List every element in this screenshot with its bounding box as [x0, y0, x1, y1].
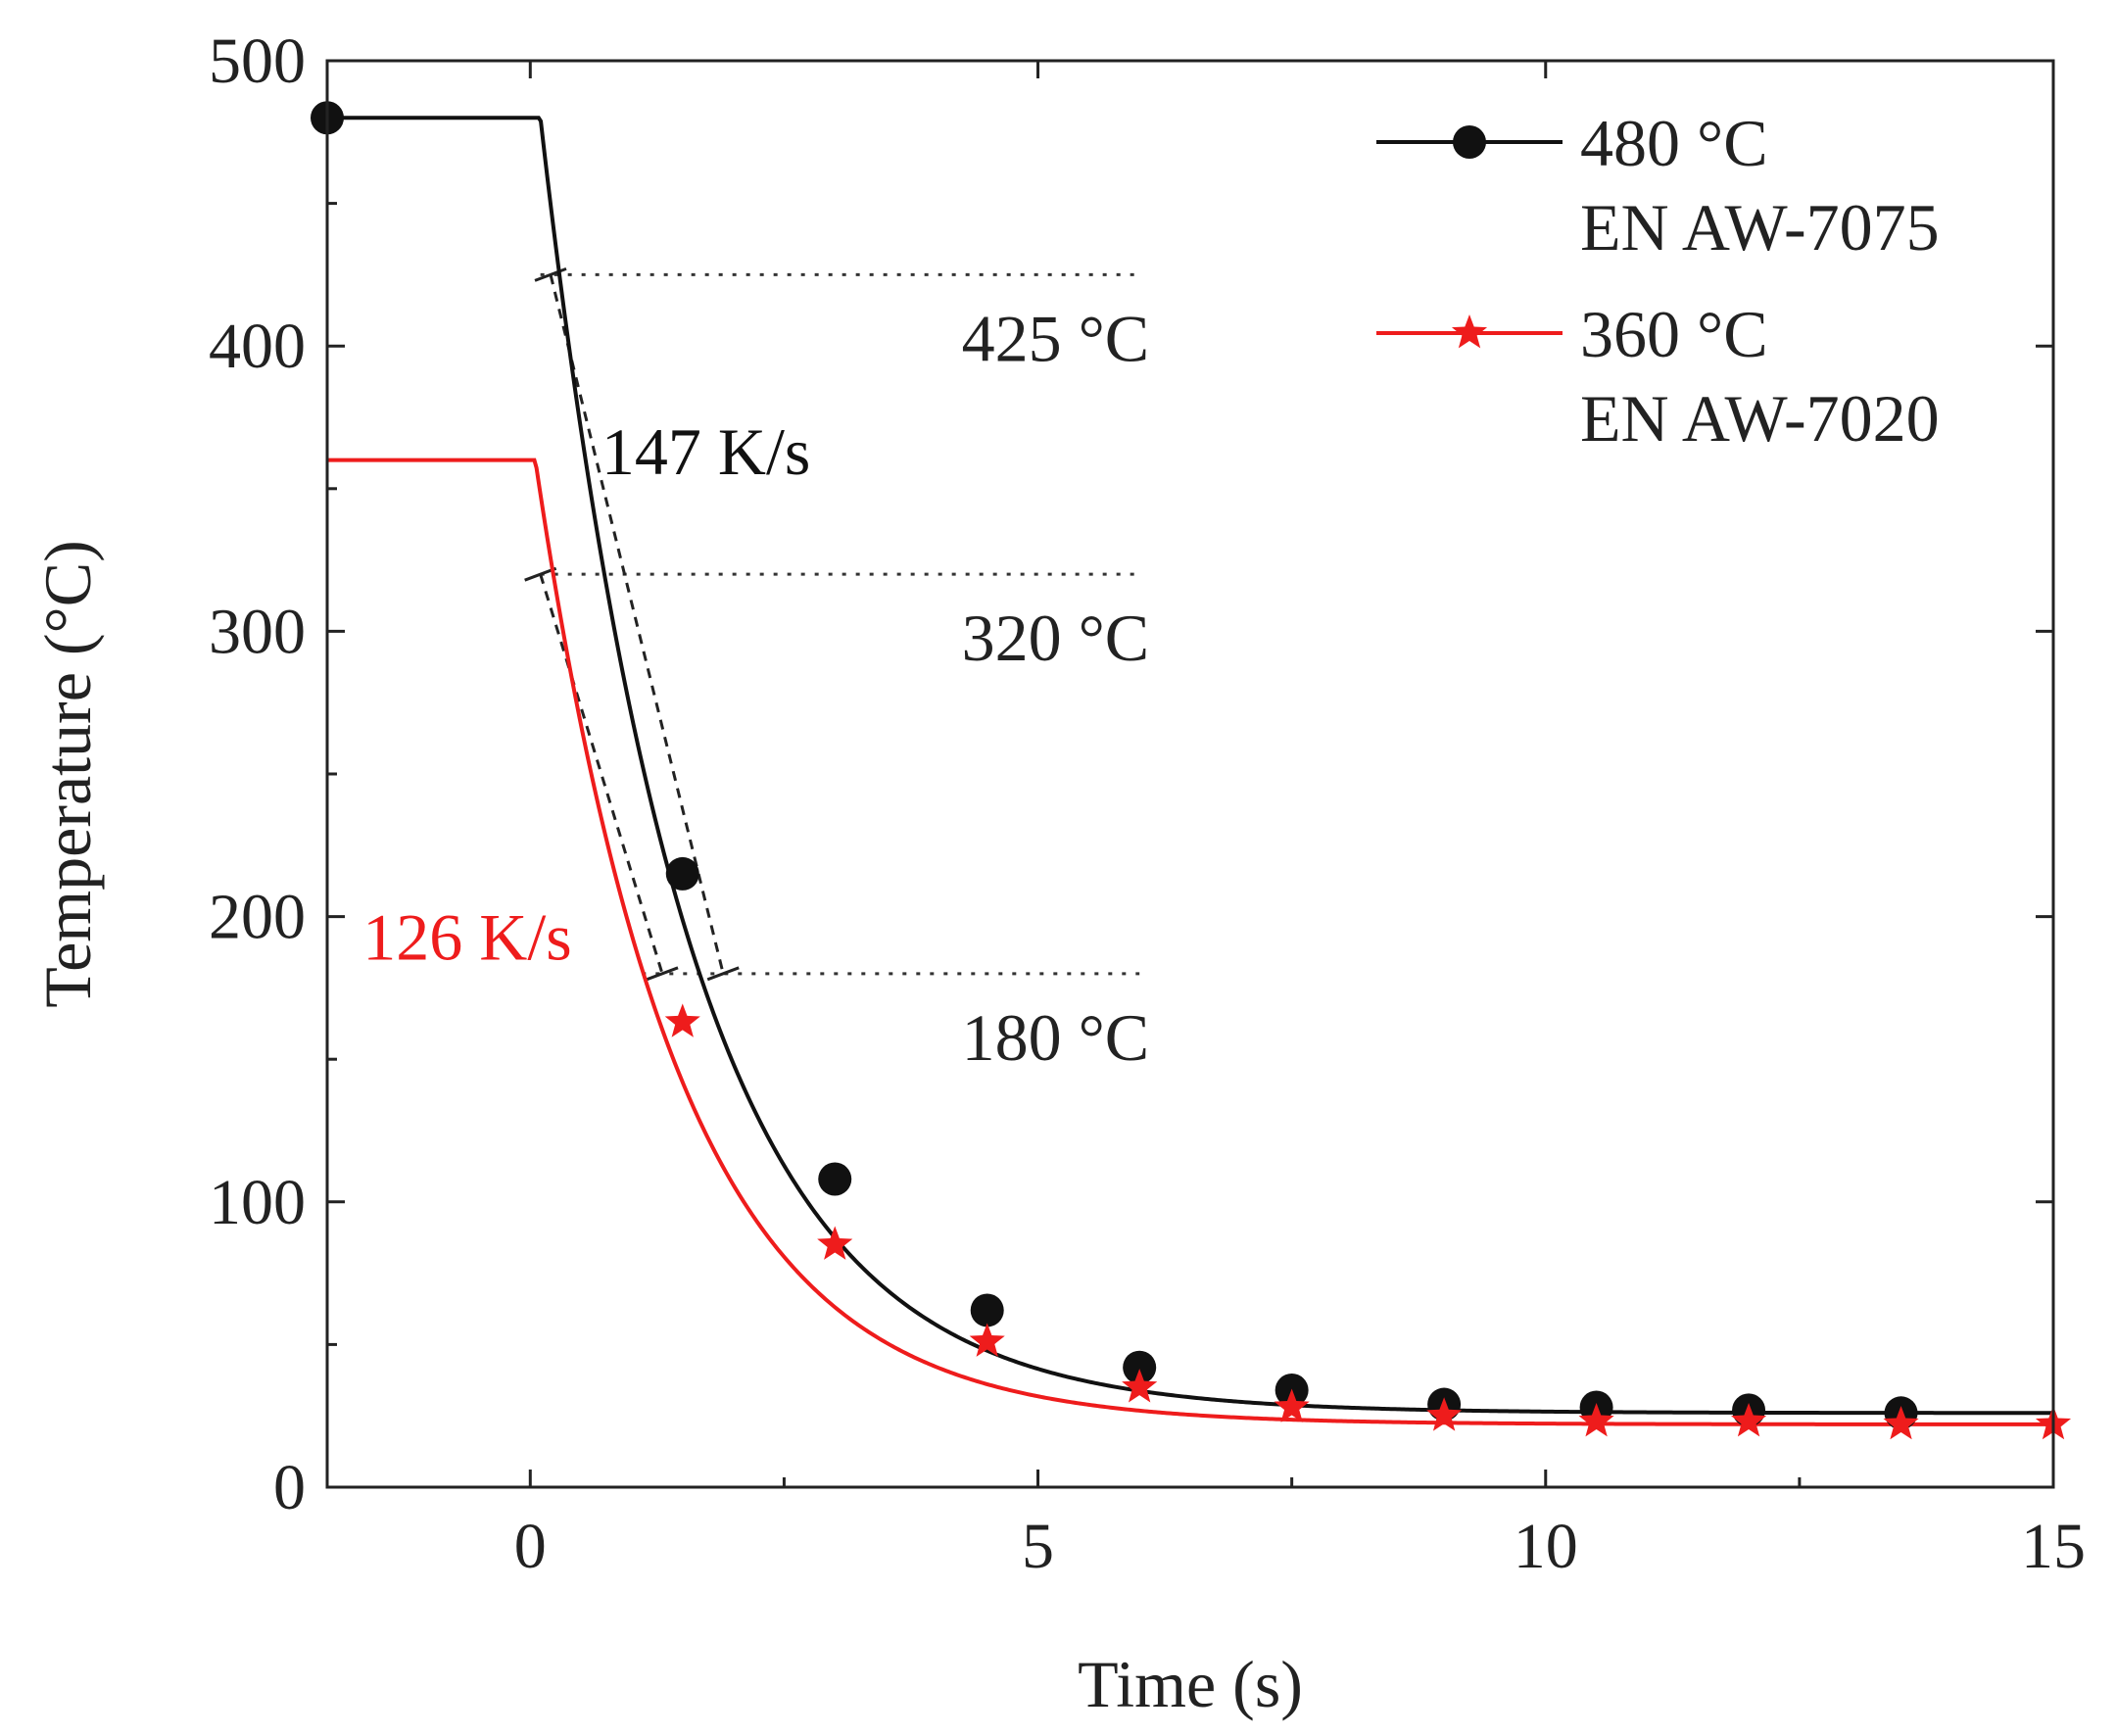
slope-label-7075: 147 K/s	[601, 414, 810, 489]
y-tick-label: 300	[209, 596, 306, 667]
series-line-1	[327, 458, 2053, 1426]
legend-marker-star	[1451, 314, 1488, 349]
data-point-star	[817, 1226, 853, 1260]
data-point-star	[664, 1003, 700, 1037]
data-point-star	[1426, 1397, 1463, 1431]
y-tick-label: 100	[209, 1167, 306, 1238]
reference-label-425: 425 °C	[962, 301, 1150, 375]
x-tick-label: 15	[2021, 1511, 2086, 1582]
y-tick-label: 500	[209, 25, 306, 97]
slope-line-0	[549, 274, 725, 975]
plot-frame	[325, 59, 2055, 1489]
legend-alloy-7075: EN AW-7075	[1580, 190, 1940, 265]
legend-label-360: 360 °C	[1580, 297, 1768, 371]
data-point-star	[969, 1323, 1005, 1357]
legend: 480 °C EN AW-7075 360 °C EN AW-7020	[1376, 106, 1940, 456]
data-point-circle	[1123, 1350, 1157, 1384]
reference-label-180: 180 °C	[962, 1000, 1150, 1075]
series-line-0	[327, 116, 2053, 1416]
data-point-circle	[970, 1293, 1004, 1327]
slope-endpoint-tick	[706, 966, 740, 982]
slope-endpoint-tick	[534, 266, 567, 282]
data-point-circle	[665, 856, 699, 891]
x-tick-label: 5	[1022, 1511, 1054, 1582]
data-point-star	[1883, 1405, 1919, 1440]
legend-alloy-7020: EN AW-7020	[1580, 381, 1940, 456]
y-tick-label: 400	[209, 311, 306, 382]
x-tick-label: 0	[514, 1511, 547, 1582]
legend-label-480: 480 °C	[1580, 106, 1768, 180]
slope-label-7020: 126 K/s	[362, 899, 571, 974]
y-axis-title: Temperature (°C)	[30, 540, 105, 1007]
data-point-star	[1122, 1369, 1158, 1403]
data-point-star	[1274, 1388, 1310, 1423]
data-point-star	[1730, 1403, 1767, 1437]
y-tick-label: 200	[209, 882, 306, 953]
legend-marker-circle	[1453, 125, 1486, 159]
reference-label-320: 320 °C	[962, 601, 1150, 675]
data-point-circle	[818, 1162, 852, 1196]
data-point-star	[1578, 1403, 1614, 1437]
x-tick-label: 10	[1514, 1511, 1578, 1582]
slope-endpoint-tick	[646, 966, 679, 982]
x-axis-title: Time (s)	[1078, 1647, 1303, 1721]
y-tick-label: 0	[273, 1452, 306, 1523]
